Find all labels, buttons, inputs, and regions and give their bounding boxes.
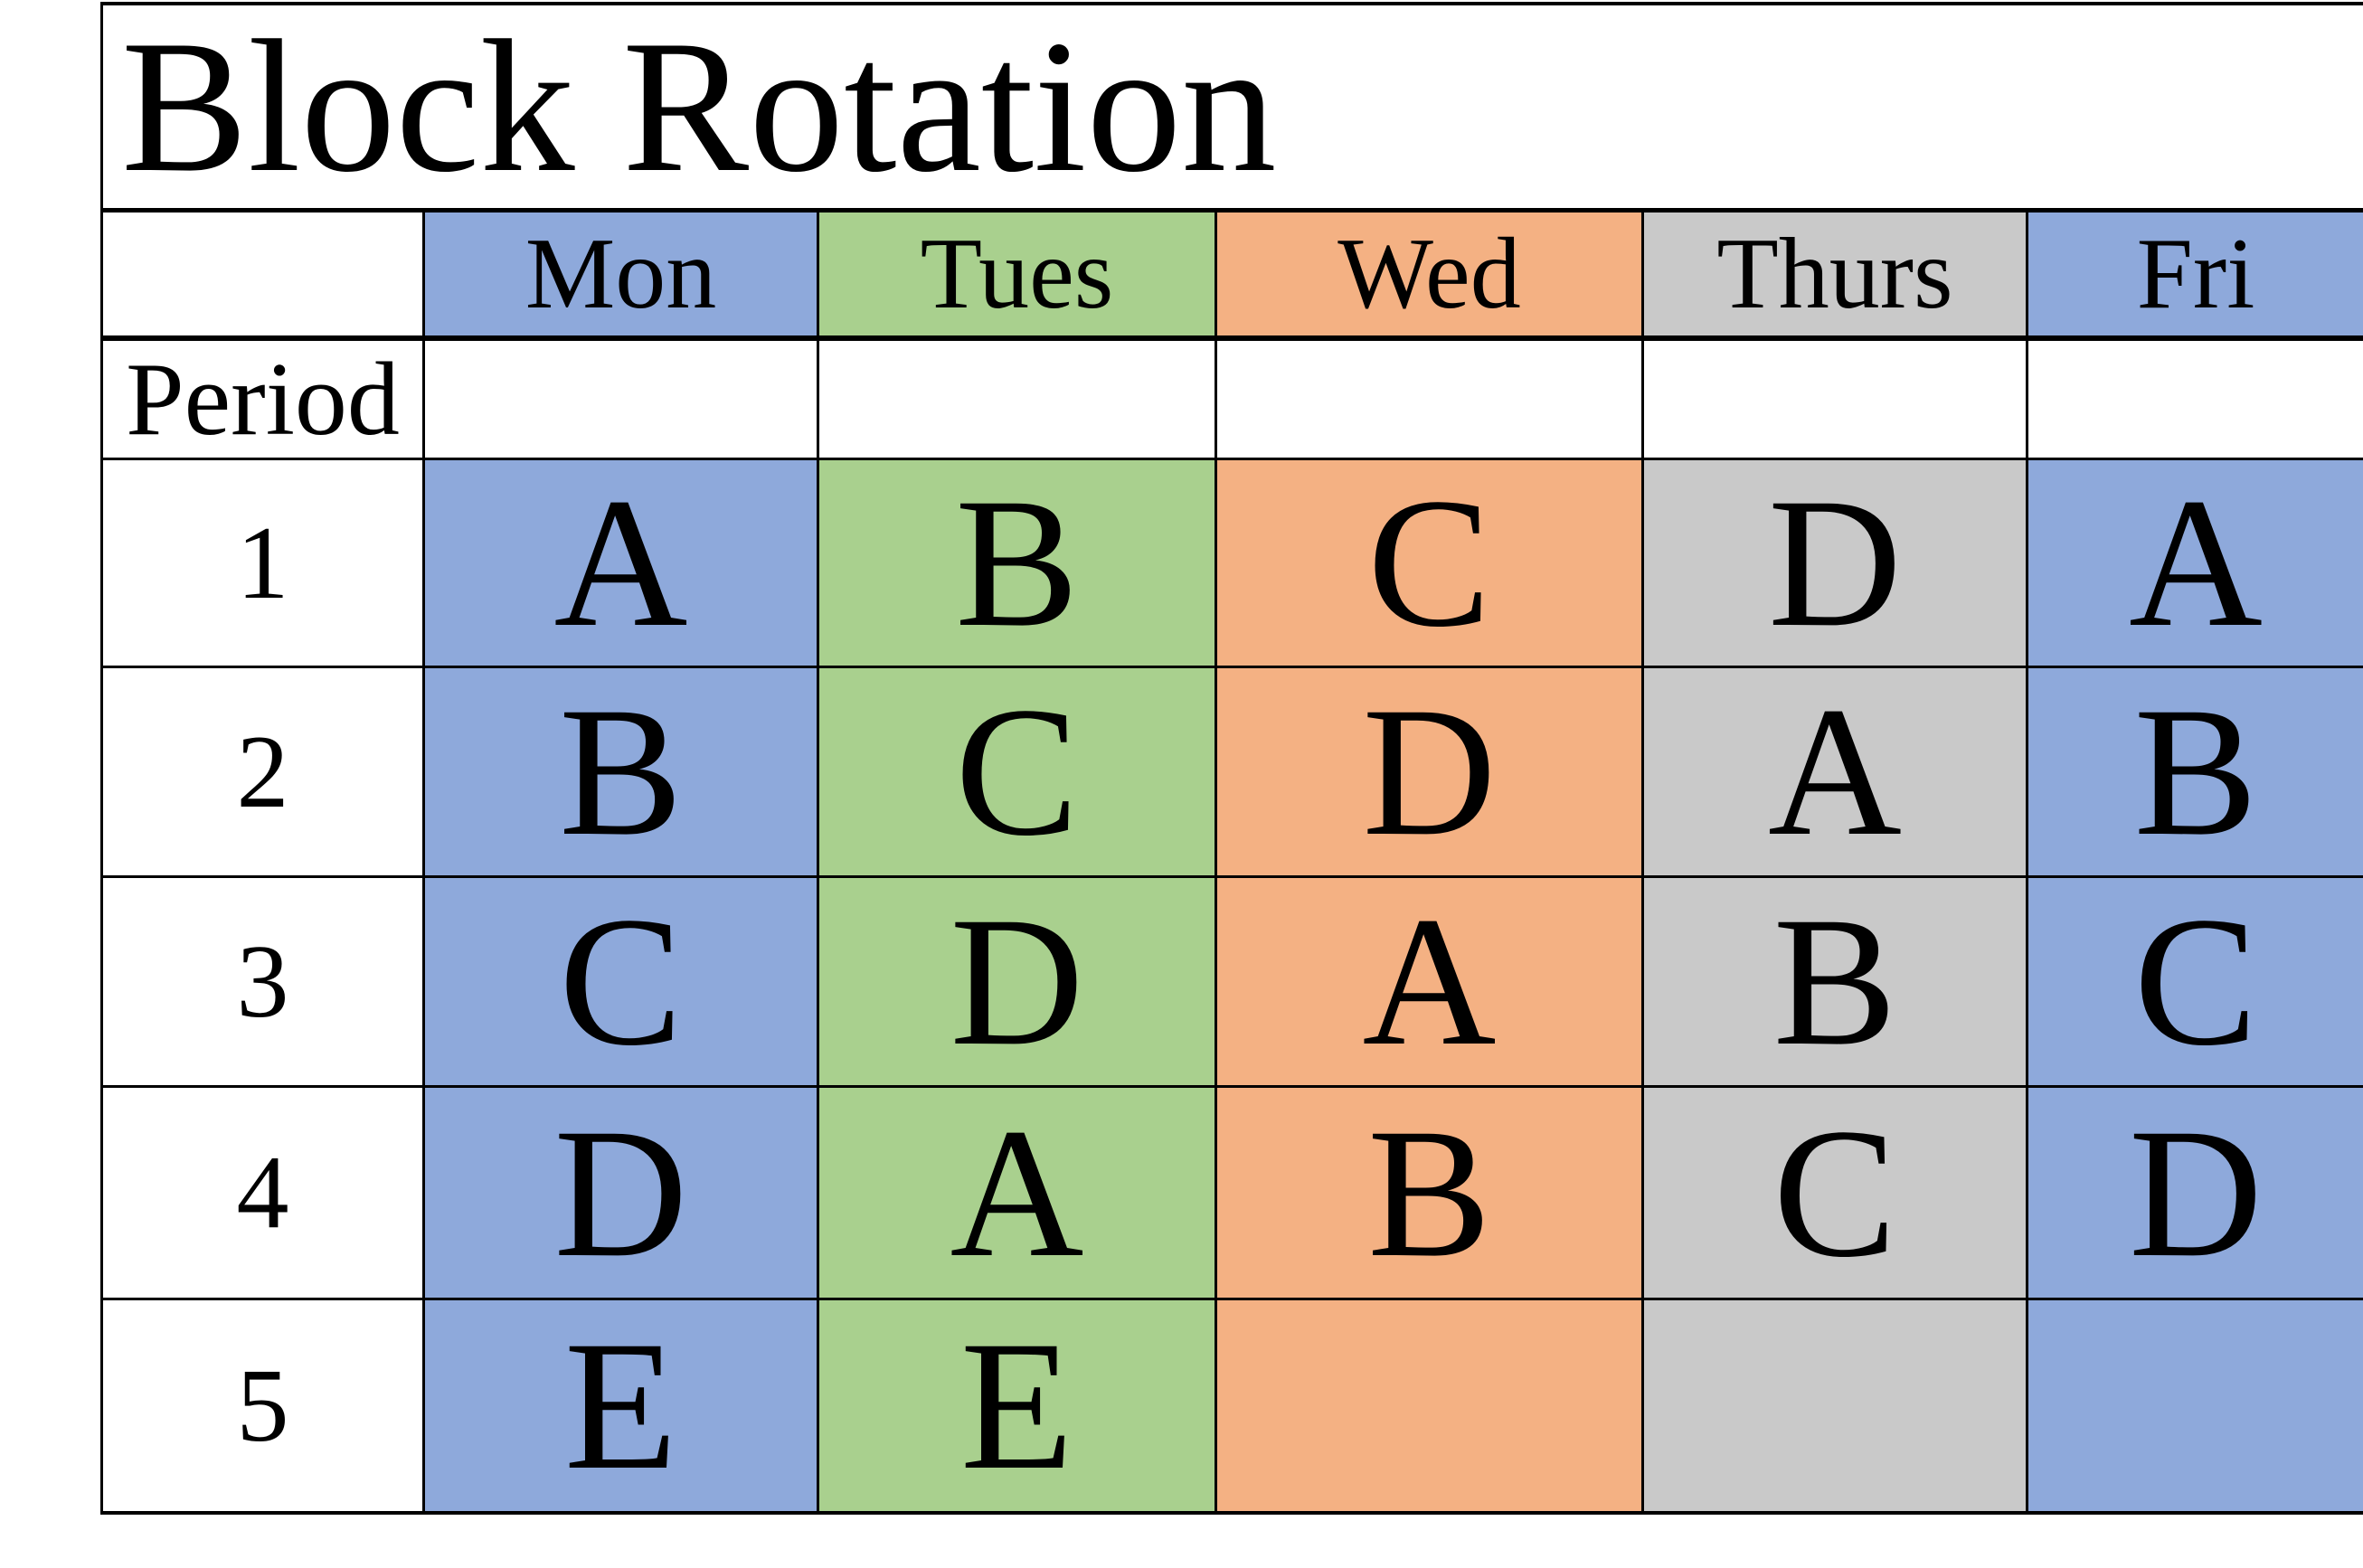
cell-period5-wed bbox=[1217, 1300, 1644, 1511]
cell-period2-tues: C bbox=[819, 668, 1217, 875]
day-header-wed: Wed bbox=[1217, 213, 1644, 335]
cell-period2-mon: B bbox=[425, 668, 819, 875]
cell-period5-tues: E bbox=[819, 1300, 1217, 1511]
schedule-row-period-3: 3 C D A B C bbox=[103, 878, 2363, 1088]
corner-cell bbox=[103, 213, 425, 335]
cell-period1-wed: C bbox=[1217, 460, 1644, 666]
cell-period1-thurs: D bbox=[1644, 460, 2028, 666]
day-header-thurs: Thurs bbox=[1644, 213, 2028, 335]
cell-period1-fri: A bbox=[2028, 460, 2363, 666]
cell-period1-tues: B bbox=[819, 460, 1217, 666]
day-header-row: Mon Tues Wed Thurs Fri bbox=[103, 213, 2363, 341]
period-number-5: 5 bbox=[103, 1300, 425, 1511]
period-number-1: 1 bbox=[103, 460, 425, 666]
cell-period3-wed: A bbox=[1217, 878, 1644, 1085]
empty-cell-thurs bbox=[1644, 341, 2028, 458]
empty-cell-mon bbox=[425, 341, 819, 458]
empty-cell-wed bbox=[1217, 341, 1644, 458]
cell-period5-thurs bbox=[1644, 1300, 2028, 1511]
cell-period3-mon: C bbox=[425, 878, 819, 1085]
cell-period4-thurs: C bbox=[1644, 1088, 2028, 1298]
cell-period3-fri: C bbox=[2028, 878, 2363, 1085]
cell-period2-wed: D bbox=[1217, 668, 1644, 875]
cell-period3-tues: D bbox=[819, 878, 1217, 1085]
title-row: Block Rotation bbox=[103, 5, 2363, 213]
cell-period2-fri: B bbox=[2028, 668, 2363, 875]
cell-period4-mon: D bbox=[425, 1088, 819, 1298]
empty-cell-tues bbox=[819, 341, 1217, 458]
day-header-fri: Fri bbox=[2028, 213, 2363, 335]
cell-period5-mon: E bbox=[425, 1300, 819, 1511]
schedule-row-period-1: 1 A B C D A bbox=[103, 460, 2363, 668]
period-number-3: 3 bbox=[103, 878, 425, 1085]
schedule-row-period-5: 5 E E bbox=[103, 1300, 2363, 1511]
cell-period5-fri bbox=[2028, 1300, 2363, 1511]
cell-period4-fri: D bbox=[2028, 1088, 2363, 1298]
period-header-label: Period bbox=[103, 341, 425, 458]
period-number-2: 2 bbox=[103, 668, 425, 875]
cell-period4-wed: B bbox=[1217, 1088, 1644, 1298]
period-header-row: Period bbox=[103, 341, 2363, 460]
schedule-row-period-2: 2 B C D A B bbox=[103, 668, 2363, 878]
day-header-tues: Tues bbox=[819, 213, 1217, 335]
cell-period4-tues: A bbox=[819, 1088, 1217, 1298]
empty-cell-fri bbox=[2028, 341, 2363, 458]
cell-period3-thurs: B bbox=[1644, 878, 2028, 1085]
cell-period1-mon: A bbox=[425, 460, 819, 666]
day-header-mon: Mon bbox=[425, 213, 819, 335]
block-rotation-table: Block Rotation Mon Tues Wed Thurs Fri Pe… bbox=[100, 2, 2363, 1515]
cell-period2-thurs: A bbox=[1644, 668, 2028, 875]
schedule-row-period-4: 4 D A B C D bbox=[103, 1088, 2363, 1300]
period-number-4: 4 bbox=[103, 1088, 425, 1298]
page-title: Block Rotation bbox=[103, 5, 2363, 208]
